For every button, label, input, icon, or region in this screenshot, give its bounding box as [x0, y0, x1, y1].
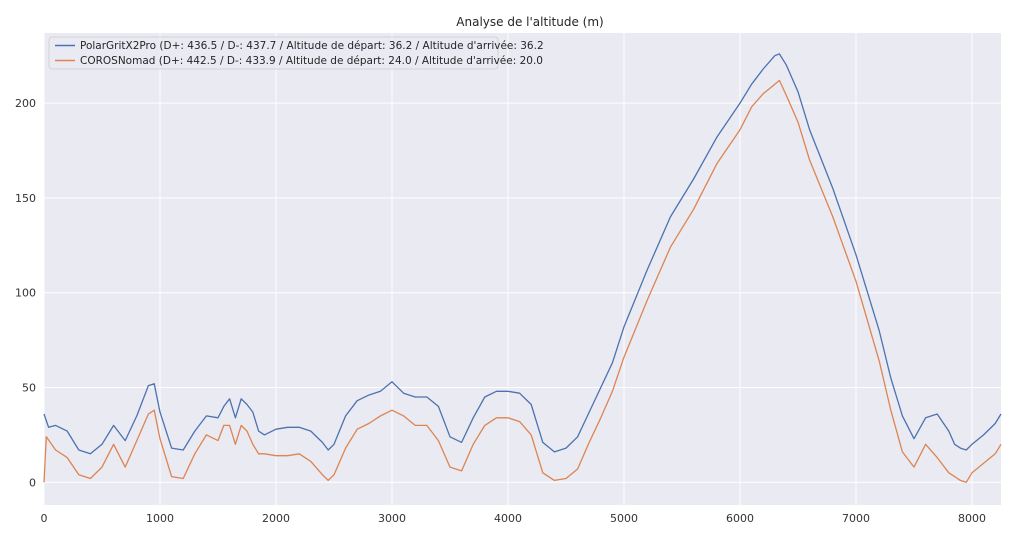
chart-title: Analyse de l'altitude (m): [456, 15, 603, 29]
y-axis: 0 50 100 150 200: [15, 97, 36, 489]
x-tick-label: 5000: [610, 512, 638, 525]
x-tick-label: 6000: [726, 512, 754, 525]
legend-label-coros: COROSNomad (D+: 442.5 / D-: 433.9 / Alti…: [80, 55, 543, 67]
y-tick-label: 200: [15, 97, 36, 110]
series-line-polar: [43, 53, 1002, 455]
x-tick-label: 4000: [494, 512, 522, 525]
x-tick-label: 0: [41, 512, 48, 525]
plot-area: [44, 33, 1001, 505]
legend-label-polar: PolarGritX2Pro (D+: 436.5 / D-: 437.7 / …: [80, 40, 544, 52]
series-layer: [43, 53, 1002, 483]
x-tick-label: 1000: [146, 512, 174, 525]
y-tick-label: 50: [22, 381, 36, 394]
x-tick-label: 7000: [842, 512, 870, 525]
y-tick-label: 150: [15, 192, 36, 205]
series-line-coros: [43, 79, 1002, 483]
legend: PolarGritX2Pro (D+: 436.5 / D-: 437.7 / …: [48, 36, 544, 70]
legend-box: [48, 36, 499, 70]
grid-lines: [43, 33, 1001, 505]
x-tick-label: 3000: [378, 512, 406, 525]
x-axis: 0 1000 2000 3000 4000 5000 6000 7000 8000: [41, 512, 987, 525]
x-tick-label: 2000: [262, 512, 290, 525]
y-tick-label: 0: [29, 476, 36, 489]
y-tick-label: 100: [15, 287, 36, 300]
x-tick-label: 8000: [958, 512, 986, 525]
